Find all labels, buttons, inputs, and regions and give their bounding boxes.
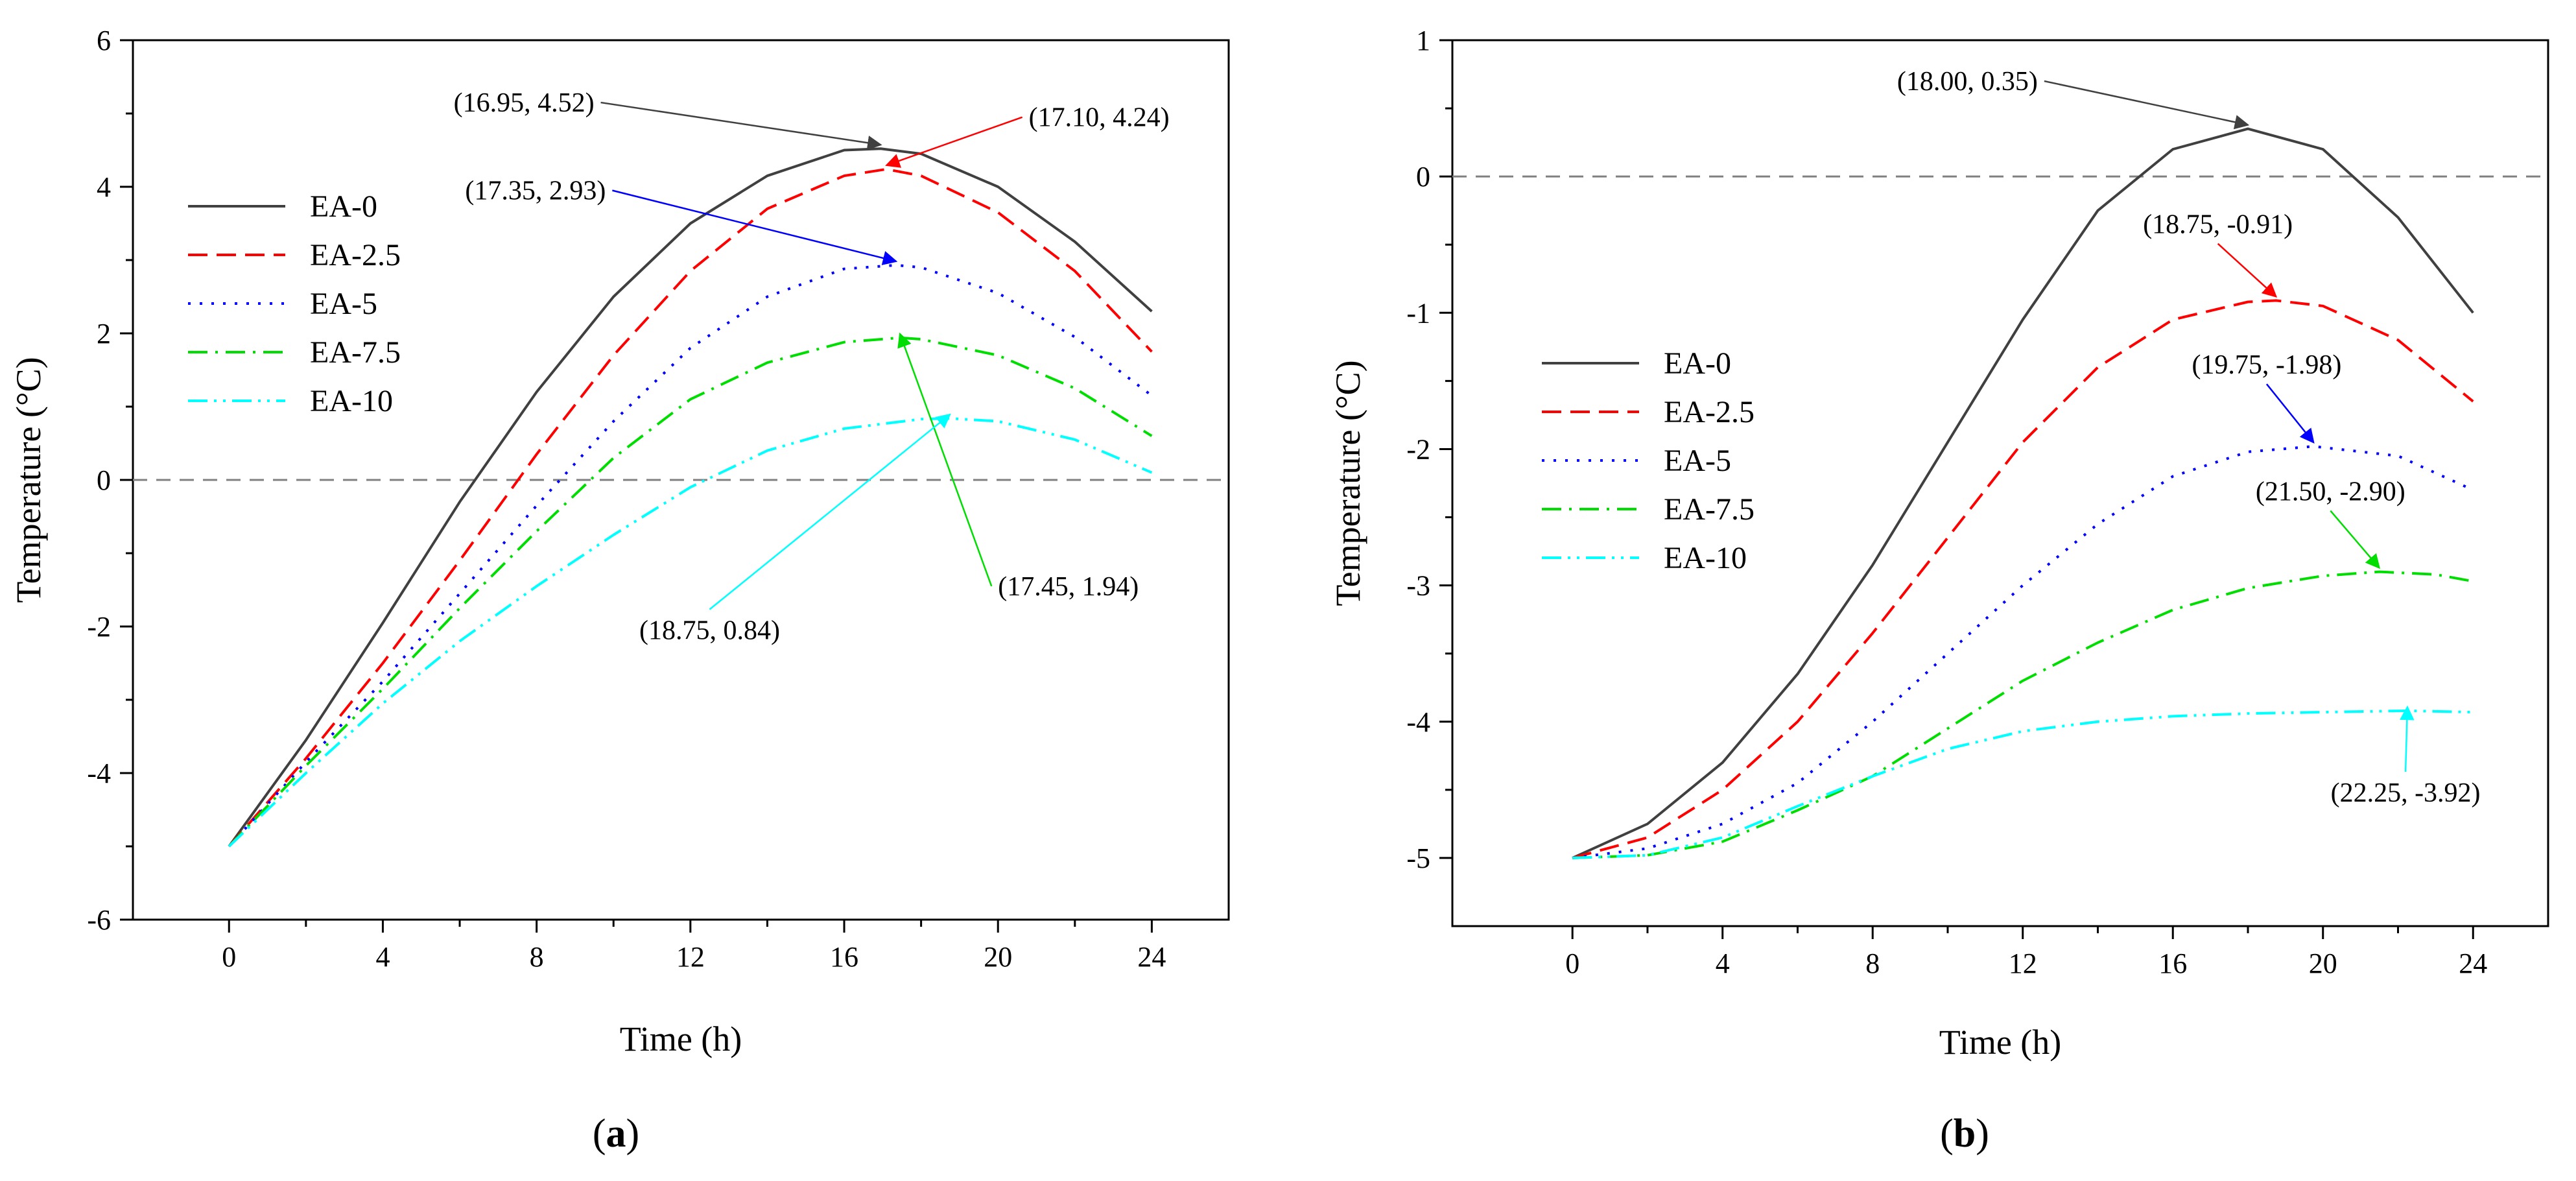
y-tick-label: -4 xyxy=(1406,706,1430,738)
x-axis-label: Time (h) xyxy=(1939,1023,2062,1062)
legend-label: EA-2.5 xyxy=(1664,395,1755,429)
x-tick-label: 12 xyxy=(2009,948,2037,979)
x-tick-label: 4 xyxy=(1716,948,1730,979)
x-tick-label: 24 xyxy=(2459,948,2487,979)
legend: EA-0 EA-2.5 EA-5 EA-7.5 EA-10 xyxy=(188,189,401,418)
series-line-ea-0 xyxy=(1572,127,2474,859)
series-line-ea-2.5 xyxy=(228,167,1153,848)
annotation-arrow xyxy=(2217,243,2278,298)
annotation-arrow xyxy=(885,116,1023,168)
annotation-arrow xyxy=(2265,383,2315,444)
y-tick-label: 0 xyxy=(1416,161,1430,193)
legend-label: EA-0 xyxy=(310,189,377,224)
annotation-label: (16.95, 4.52) xyxy=(454,88,595,118)
annotation-label: (17.45, 1.94) xyxy=(998,572,1139,602)
annotation-label: (19.75, -1.98) xyxy=(2192,350,2341,380)
x-tick-label: 16 xyxy=(2158,948,2187,979)
annotation-arrow xyxy=(2400,705,2415,772)
x-tick-label: 20 xyxy=(984,941,1012,973)
y-tick-label: -2 xyxy=(1406,433,1430,465)
annotation-label: (18.75, -0.91) xyxy=(2143,210,2293,240)
y-tick-label: -5 xyxy=(1406,842,1430,874)
annotation-arrow xyxy=(897,332,993,587)
y-tick-label: 1 xyxy=(1416,25,1430,56)
y-tick-label: 4 xyxy=(97,171,111,203)
annotation-label: (21.50, -2.90) xyxy=(2256,477,2405,507)
x-tick-label: 8 xyxy=(1865,948,1880,979)
panel-label: (b) xyxy=(1940,1112,1989,1156)
x-tick-label: 0 xyxy=(1565,948,1579,979)
y-axis-label: Temperature (°C) xyxy=(1329,360,1367,606)
series-line-ea-7.5 xyxy=(1572,570,2474,859)
annotation-label: (17.10, 4.24) xyxy=(1029,103,1170,133)
annotation-label: (17.35, 2.93) xyxy=(465,176,606,206)
x-tick-label: 16 xyxy=(830,941,858,973)
annotation-label: (18.00, 0.35) xyxy=(1897,67,2038,97)
x-tick-label: 24 xyxy=(1137,941,1166,973)
series-line-ea-0 xyxy=(228,147,1153,848)
y-tick-label: 0 xyxy=(97,464,111,496)
y-tick-label: -1 xyxy=(1406,297,1430,329)
x-tick-label: 12 xyxy=(676,941,705,973)
annotation-arrow xyxy=(600,101,882,150)
annotation-arrow xyxy=(612,189,898,265)
annotation-arrow xyxy=(2044,80,2250,130)
legend-label: EA-2.5 xyxy=(310,238,401,272)
annotation-label: (22.25, -3.92) xyxy=(2331,778,2481,808)
annotation-arrow xyxy=(2330,510,2381,569)
annotation-label: (18.75, 0.84) xyxy=(639,616,780,646)
legend-label: EA-7.5 xyxy=(1664,492,1755,527)
x-tick-label: 0 xyxy=(222,941,236,973)
series-line-ea-2.5 xyxy=(1572,299,2474,859)
y-tick-label: 6 xyxy=(97,25,111,56)
y-tick-label: -2 xyxy=(87,611,111,643)
plot-frame xyxy=(1451,39,2549,927)
y-tick-label: -4 xyxy=(87,758,111,789)
y-tick-label: -3 xyxy=(1406,570,1430,602)
x-axis-label: Time (h) xyxy=(620,1020,742,1058)
legend-label: EA-7.5 xyxy=(310,335,401,370)
series-line-ea-7.5 xyxy=(228,336,1153,848)
legend-label: EA-5 xyxy=(1664,444,1731,478)
annotation-arrow xyxy=(709,413,951,610)
x-tick-label: 4 xyxy=(375,941,390,973)
legend-label: EA-5 xyxy=(310,287,377,321)
legend-label: EA-0 xyxy=(1664,346,1731,381)
y-tick-label: -6 xyxy=(87,904,111,936)
x-tick-label: 8 xyxy=(530,941,544,973)
y-axis-label: Temperature (°C) xyxy=(9,357,48,602)
series-line-ea-10 xyxy=(228,417,1153,848)
legend-label: EA-10 xyxy=(1664,541,1747,575)
x-tick-label: 20 xyxy=(2309,948,2337,979)
panel-label: (a) xyxy=(593,1112,639,1156)
legend: EA-0 EA-2.5 EA-5 EA-7.5 EA-10 xyxy=(1542,346,1755,575)
y-tick-label: 2 xyxy=(97,318,111,350)
chart-panel-b: 0 4 8 12 16 20 24 -5 -4 -3 -2 -1 0 1 Time (h) Temperatu… xyxy=(1329,25,2549,1156)
series-line-ea-5 xyxy=(228,263,1153,848)
legend-label: EA-10 xyxy=(310,384,393,418)
